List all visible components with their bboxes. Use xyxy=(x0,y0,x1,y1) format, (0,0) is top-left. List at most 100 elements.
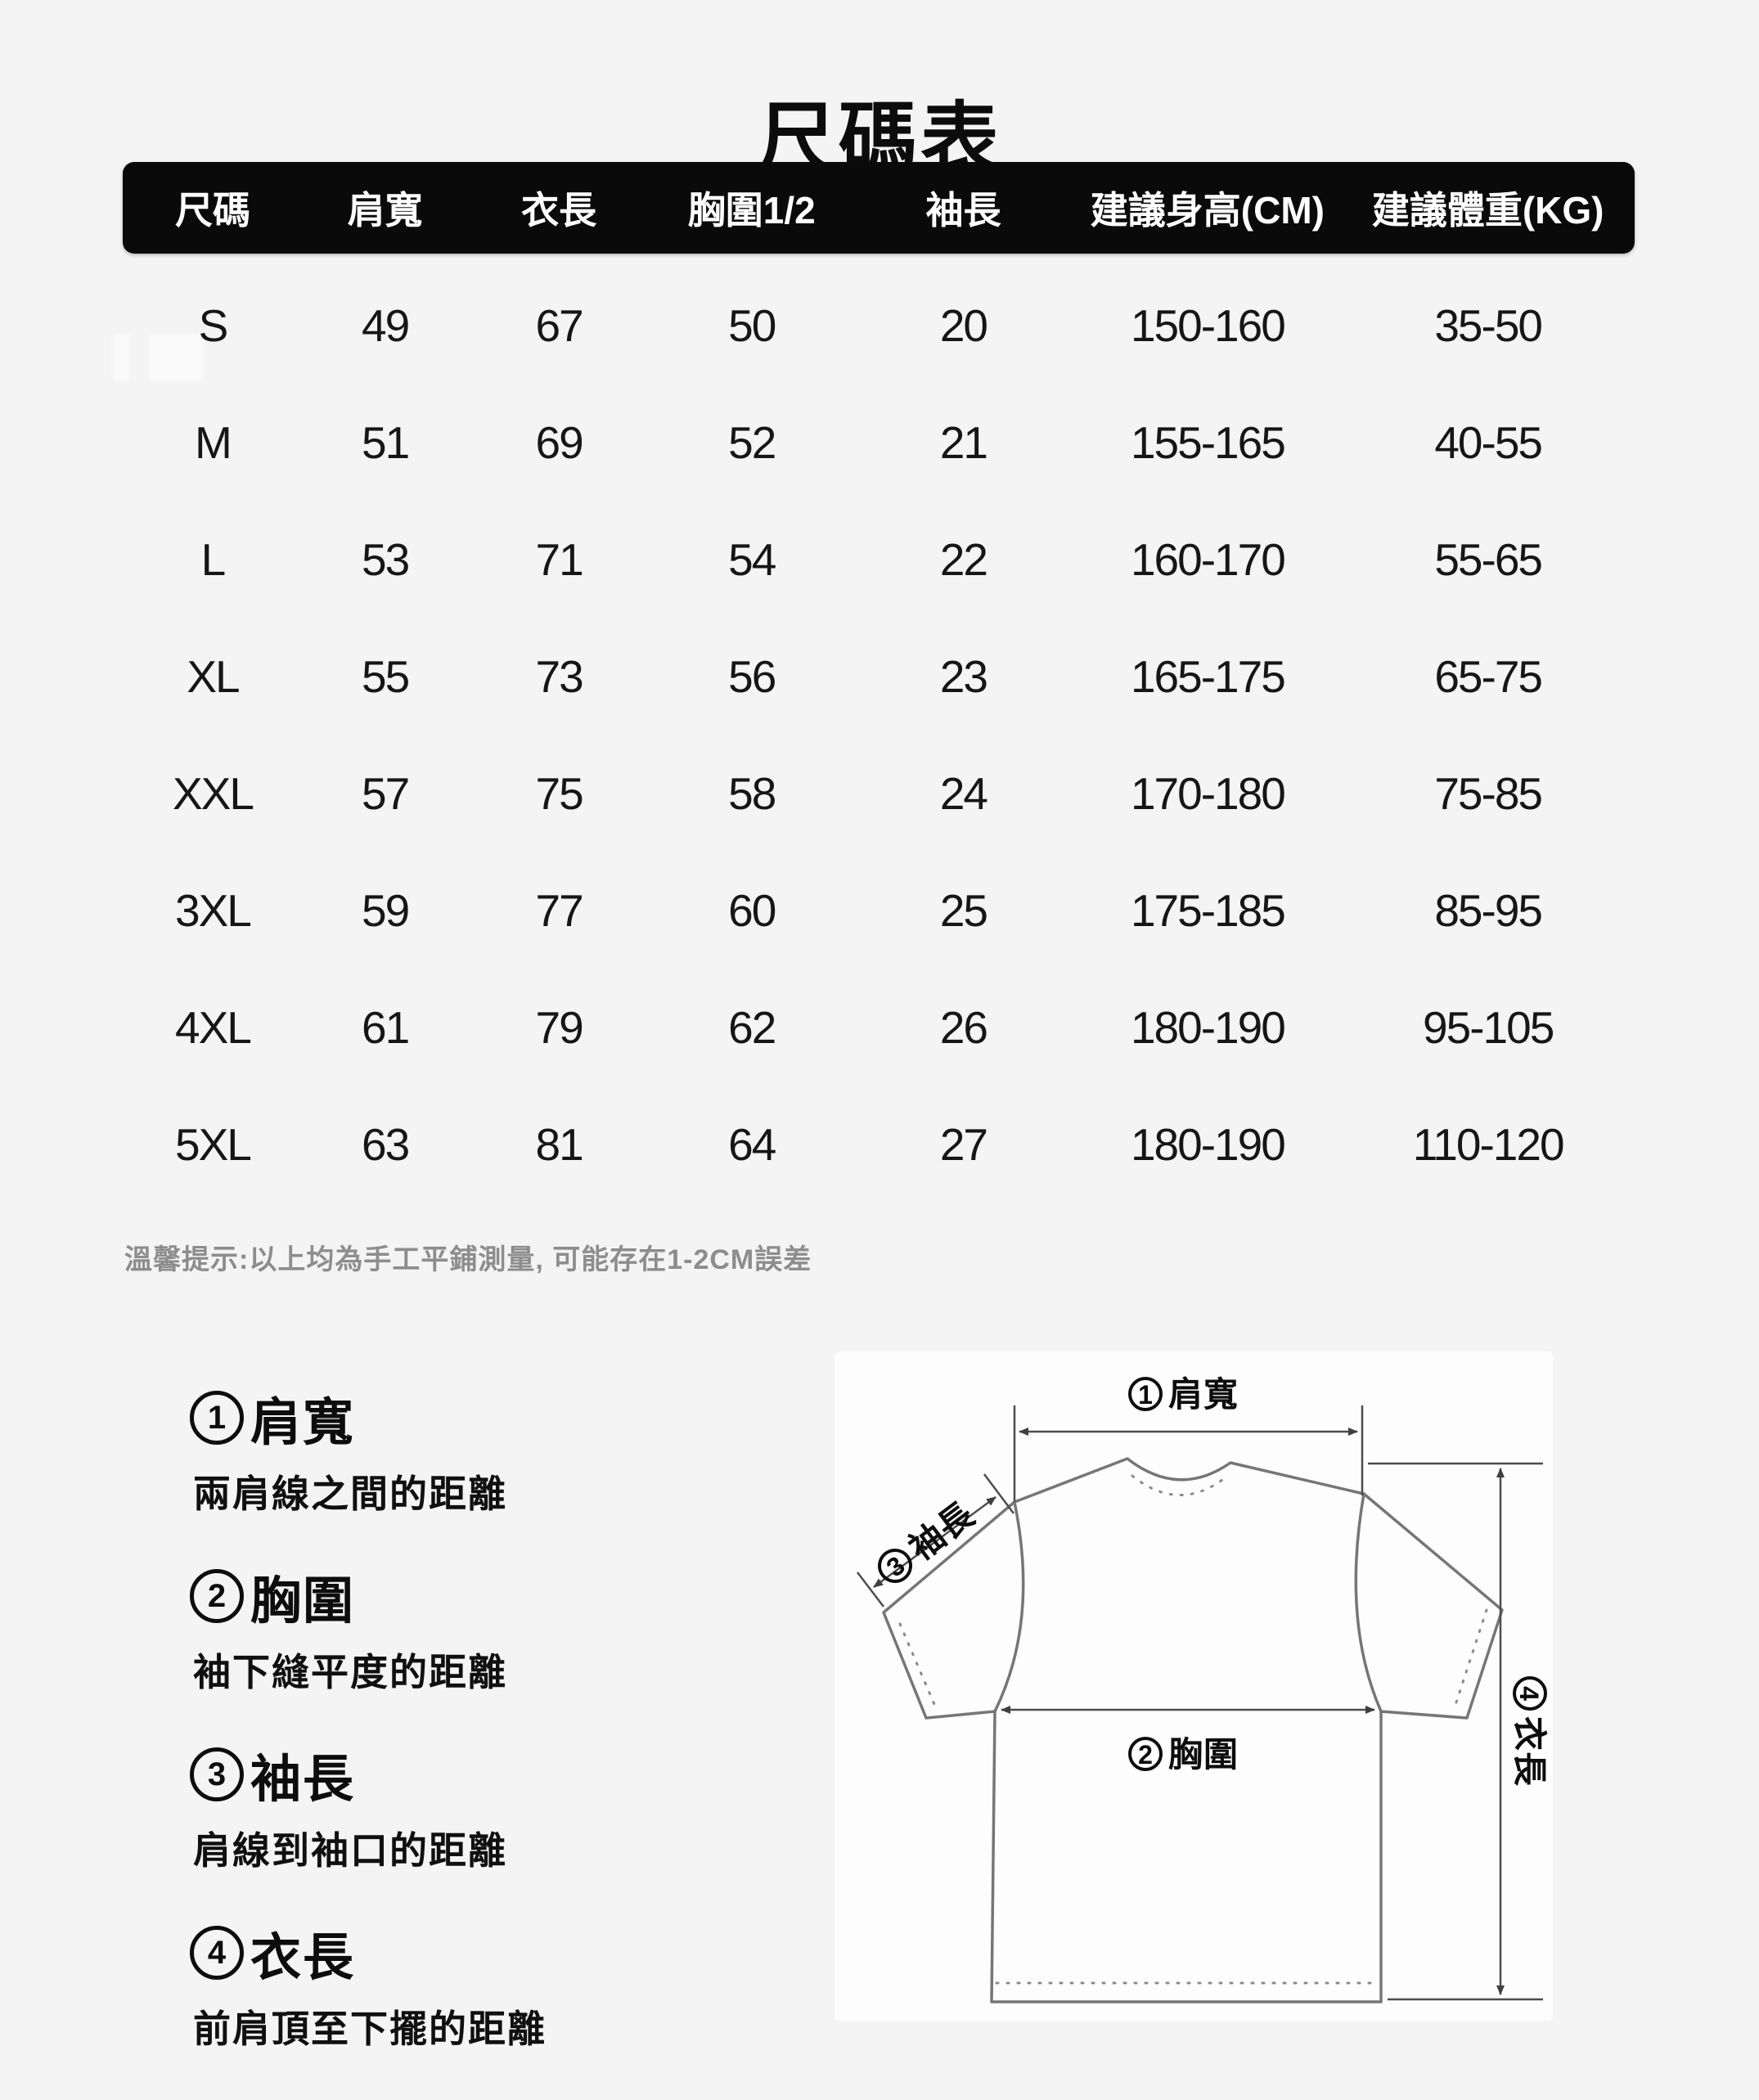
circled-number-icon: 4 xyxy=(190,1926,244,1980)
definition-shoulder: 1 肩寬 兩肩線之間的距離 xyxy=(190,1381,547,1518)
collar-stitch xyxy=(1131,1474,1227,1496)
definition-description: 前肩頂至下擺的距離 xyxy=(193,2008,547,2050)
sleeve-dim-tick-bottom xyxy=(857,1572,884,1608)
tshirt-outline xyxy=(882,1457,1504,2003)
table-cell: 160-170 xyxy=(1130,533,1286,585)
table-cell: 79 xyxy=(535,1001,584,1053)
table-cell: 150-160 xyxy=(1130,299,1286,351)
armscye-right xyxy=(1354,1492,1383,1713)
table-cell: 77 xyxy=(535,884,584,936)
table-cell: 3XL xyxy=(175,884,252,936)
definition-description: 肩線到袖口的距離 xyxy=(193,1829,507,1872)
table-cell: 175-185 xyxy=(1130,884,1286,936)
table-cell: 27 xyxy=(939,1118,988,1170)
definition-length: 4 衣長 前肩頂至下擺的距離 xyxy=(190,1916,547,2053)
table-cell: 49 xyxy=(362,299,410,351)
right-cuff-stitch xyxy=(1452,1608,1488,1711)
table-cell: 73 xyxy=(535,650,584,702)
svg-text:4: 4 xyxy=(1514,1686,1544,1701)
length-dim-label: 4 衣長 xyxy=(1510,1676,1549,1787)
table-cell: L xyxy=(200,533,227,585)
column-header-length: 衣長 xyxy=(521,189,597,232)
shoulder-dim-label: 1 肩寬 xyxy=(1128,1375,1238,1414)
table-cell: 71 xyxy=(535,533,584,585)
definition-heading: 4 衣長 xyxy=(190,1916,547,1990)
table-cell: 23 xyxy=(939,650,988,702)
table-cell: 155-165 xyxy=(1130,416,1286,468)
table-cell: 53 xyxy=(362,533,410,585)
circled-number-icon: 2 xyxy=(190,1569,244,1623)
table-cell: 59 xyxy=(362,884,410,936)
table-cell: 67 xyxy=(535,299,584,351)
circled-number-icon: 1 xyxy=(190,1391,244,1445)
definition-term: 袖長 xyxy=(250,1751,356,1808)
column-header-chest: 胸圍1/2 xyxy=(687,189,816,232)
armscye-left xyxy=(993,1500,1025,1713)
table-row: S 49 67 50 20 150-160 35-50 xyxy=(123,267,1635,384)
table-row: M 51 69 52 21 155-165 40-55 xyxy=(123,384,1635,501)
definition-heading: 3 袖長 xyxy=(190,1738,547,1811)
circled-number-icon: 3 xyxy=(190,1747,244,1801)
table-cell: 24 xyxy=(939,767,988,819)
table-cell: 180-190 xyxy=(1130,1001,1286,1053)
table-cell: 69 xyxy=(535,416,584,468)
table-cell: 180-190 xyxy=(1130,1118,1286,1170)
table-row: 4XL 61 79 62 26 180-190 95-105 xyxy=(123,969,1635,1086)
table-cell: 110-120 xyxy=(1412,1118,1565,1170)
left-cuff-stitch xyxy=(898,1622,938,1710)
table-cell: 95-105 xyxy=(1423,1001,1554,1053)
table-cell: 4XL xyxy=(175,1001,252,1053)
table-cell: 35-50 xyxy=(1434,299,1543,351)
table-cell: 22 xyxy=(939,533,988,585)
table-cell: 63 xyxy=(362,1118,410,1170)
table-cell: 61 xyxy=(362,1001,410,1053)
definition-term: 肩寬 xyxy=(250,1395,356,1451)
svg-text:2: 2 xyxy=(1138,1740,1153,1769)
tshirt-diagram: 1 肩寬 3 袖長 2 胸圍 xyxy=(835,1351,1553,2021)
table-cell: 25 xyxy=(939,884,988,936)
tshirt-diagram-svg: 1 肩寬 3 袖長 2 胸圍 xyxy=(857,1375,1549,2003)
table-body: S 49 67 50 20 150-160 35-50 M 51 69 52 2… xyxy=(123,267,1635,1203)
table-row: 3XL 59 77 60 25 175-185 85-95 xyxy=(123,852,1635,969)
table-row: 5XL 63 81 64 27 180-190 110-120 xyxy=(123,1086,1635,1203)
table-cell: 65-75 xyxy=(1434,650,1543,702)
table-cell: 64 xyxy=(728,1118,776,1170)
table-cell: 60 xyxy=(728,884,776,936)
table-cell: 57 xyxy=(362,767,410,819)
table-cell: S xyxy=(198,299,229,351)
chest-dim-label: 2 胸圍 xyxy=(1128,1735,1239,1774)
definition-term: 衣長 xyxy=(250,1930,356,1986)
watermark xyxy=(113,334,203,381)
definition-description: 兩肩線之間的距離 xyxy=(193,1473,507,1515)
column-header-height: 建議身高(CM) xyxy=(1090,189,1325,232)
definition-heading: 2 胸圍 xyxy=(190,1559,547,1633)
table-cell: 55 xyxy=(362,650,410,702)
table-row: XL 55 73 56 23 165-175 65-75 xyxy=(123,618,1635,735)
table-cell: 62 xyxy=(728,1001,776,1053)
column-header-weight: 建議體重(KG) xyxy=(1371,189,1604,232)
table-cell: 51 xyxy=(362,416,410,468)
column-header-sleeve: 袖長 xyxy=(925,189,1001,232)
table-cell: 5XL xyxy=(175,1118,252,1170)
definition-chest: 2 胸圍 袖下縫平度的距離 xyxy=(190,1559,547,1697)
table-cell: XXL xyxy=(172,767,254,819)
table-cell: M xyxy=(195,416,232,468)
table-cell: 165-175 xyxy=(1130,650,1286,702)
svg-text:胸圍: 胸圍 xyxy=(1168,1735,1239,1774)
table-cell: 50 xyxy=(728,299,776,351)
table-cell: 40-55 xyxy=(1434,416,1543,468)
table-cell: 170-180 xyxy=(1130,767,1286,819)
svg-text:衣長: 衣長 xyxy=(1510,1716,1549,1787)
table-cell: 75-85 xyxy=(1434,767,1543,819)
table-row: XXL 57 75 58 24 170-180 75-85 xyxy=(123,735,1635,852)
column-header-size: 尺碼 xyxy=(174,189,250,232)
table-row: L 53 71 54 22 160-170 55-65 xyxy=(123,501,1635,618)
svg-text:1: 1 xyxy=(1138,1380,1153,1410)
table-cell: 21 xyxy=(939,416,988,468)
table-cell: 54 xyxy=(728,533,776,585)
column-header-shoulder: 肩寬 xyxy=(347,189,423,232)
definition-heading: 1 肩寬 xyxy=(190,1381,547,1455)
table-cell: 20 xyxy=(939,299,988,351)
size-table: 尺碼 肩寬 衣長 胸圍1/2 袖長 建議身高(CM) 建議體重(KG) S 49… xyxy=(123,162,1635,1203)
